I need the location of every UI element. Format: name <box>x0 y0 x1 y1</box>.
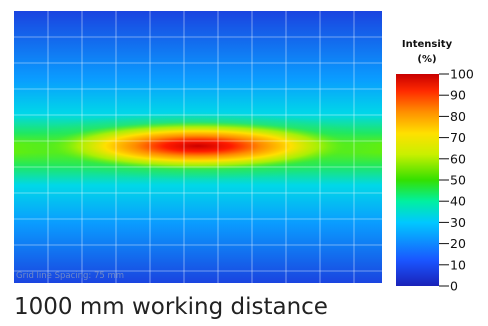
colorbar-title-line1: Intensity <box>402 39 453 50</box>
colorbar-tick-label: 80 <box>450 109 466 124</box>
colorbar-tick-label: 30 <box>450 215 466 230</box>
colorbar-ticks: 0 10 20 30 40 50 60 70 80 90 100 <box>439 67 474 294</box>
beam-core <box>48 122 348 170</box>
colorbar-tick-label: 90 <box>450 88 466 103</box>
colorbar-tick-label: 10 <box>450 257 466 272</box>
figure-caption: 1000 mm working distance <box>14 294 328 320</box>
colorbar-title-line2: (%) <box>417 54 436 65</box>
colorbar-gradient <box>396 74 439 286</box>
colorbar-tick-label: 60 <box>450 151 466 166</box>
colorbar: Intensity (%) 0 10 20 30 40 50 60 70 80 90 100 <box>396 39 474 294</box>
grid-lines <box>14 11 382 283</box>
grid-spacing-label: Grid line Spacing: 75 mm <box>16 271 124 281</box>
colorbar-tick-label: 70 <box>450 130 466 145</box>
heatmap-plot: Grid line Spacing: 75 mm <box>14 11 382 283</box>
colorbar-tick-label: 20 <box>450 236 466 251</box>
colorbar-tick-label: 50 <box>450 173 466 188</box>
colorbar-tick-label: 0 <box>450 279 458 294</box>
colorbar-tick-label: 100 <box>450 67 474 82</box>
colorbar-tick-label: 40 <box>450 194 466 209</box>
